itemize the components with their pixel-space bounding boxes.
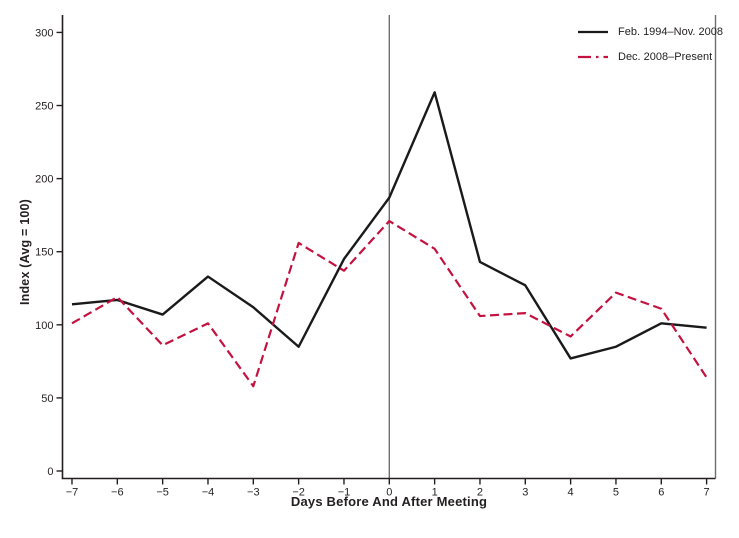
legend-label-period1: Feb. 1994–Nov. 2008 <box>618 26 723 38</box>
x-tick-label: 1 <box>432 487 438 499</box>
y-tick-label: 0 <box>47 466 53 478</box>
series-line-2 <box>71 219 708 388</box>
legend: Feb. 1994–Nov. 2008 Dec. 2008–Present <box>577 22 723 72</box>
y-tick-label: 150 <box>35 247 53 259</box>
y-tick-label: 300 <box>35 27 53 39</box>
x-tick-label: 2 <box>477 487 483 499</box>
legend-label-period2: Dec. 2008–Present <box>618 51 713 63</box>
x-tick-label: 5 <box>613 487 619 499</box>
x-tick-label: 6 <box>658 487 664 499</box>
x-tick-label: −4 <box>202 487 215 499</box>
x-tick-label: 4 <box>568 487 574 499</box>
x-tick-label: −2 <box>292 487 305 499</box>
x-tick-label: 0 <box>386 487 392 499</box>
y-axis-title: Index (Avg = 100) <box>18 198 32 306</box>
y-tick-label: 200 <box>35 174 53 186</box>
x-tick-label: −6 <box>111 487 124 499</box>
solid-line-swatch-icon <box>578 30 608 34</box>
dashed-line-swatch-icon <box>578 55 608 59</box>
x-tick-label: −7 <box>66 487 79 499</box>
legend-item-period2: Dec. 2008–Present <box>577 47 723 67</box>
y-tick-label: 50 <box>41 393 53 405</box>
x-tick-label: −1 <box>338 487 351 499</box>
x-tick-label: 7 <box>704 487 710 499</box>
y-tick-label: 250 <box>35 101 53 113</box>
legend-item-period1: Feb. 1994–Nov. 2008 <box>577 22 723 42</box>
x-tick-label: 3 <box>522 487 528 499</box>
series-line-1 <box>71 91 707 360</box>
y-tick-label: 100 <box>35 320 53 332</box>
x-tick-label: −3 <box>247 487 260 499</box>
x-tick-label: −5 <box>156 487 169 499</box>
x-axis-title: Days Before And After Meeting <box>290 494 488 509</box>
